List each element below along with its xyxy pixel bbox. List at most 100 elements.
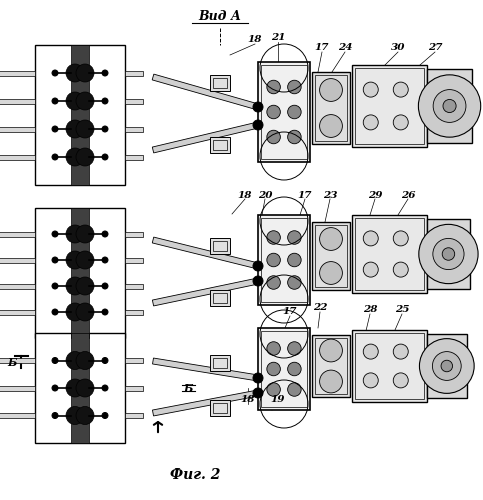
Bar bbox=[213, 241, 227, 251]
Bar bbox=[355, 218, 424, 290]
Bar bbox=[35, 333, 125, 443]
Bar bbox=[427, 334, 467, 398]
Text: 29: 29 bbox=[368, 190, 382, 200]
Circle shape bbox=[288, 105, 301, 119]
Bar bbox=[0, 413, 35, 418]
Text: 21: 21 bbox=[271, 34, 285, 42]
Circle shape bbox=[320, 262, 342, 284]
Circle shape bbox=[102, 309, 108, 315]
Text: Б: Б bbox=[7, 356, 17, 368]
Bar bbox=[210, 75, 230, 91]
Circle shape bbox=[52, 309, 58, 315]
Bar bbox=[125, 386, 143, 390]
Circle shape bbox=[267, 130, 280, 144]
Bar bbox=[35, 208, 125, 338]
Bar bbox=[355, 333, 424, 399]
Bar bbox=[35, 45, 125, 185]
Bar bbox=[427, 69, 472, 143]
Circle shape bbox=[253, 261, 263, 271]
Circle shape bbox=[320, 228, 342, 250]
Circle shape bbox=[76, 277, 94, 295]
Circle shape bbox=[253, 120, 263, 130]
Circle shape bbox=[288, 130, 301, 144]
Circle shape bbox=[363, 373, 378, 388]
Circle shape bbox=[288, 276, 301, 289]
Bar bbox=[125, 154, 143, 160]
Circle shape bbox=[267, 80, 280, 94]
Text: 23: 23 bbox=[323, 190, 337, 200]
Circle shape bbox=[442, 248, 455, 260]
Circle shape bbox=[253, 102, 263, 112]
Text: 19: 19 bbox=[271, 396, 285, 404]
Circle shape bbox=[52, 98, 58, 104]
Circle shape bbox=[76, 120, 94, 138]
Circle shape bbox=[52, 154, 58, 160]
Bar bbox=[261, 65, 307, 159]
Circle shape bbox=[76, 303, 94, 321]
Circle shape bbox=[102, 231, 108, 237]
Circle shape bbox=[320, 78, 342, 102]
Bar bbox=[210, 137, 230, 153]
Text: 17: 17 bbox=[298, 190, 312, 200]
Circle shape bbox=[76, 406, 94, 424]
Text: 26: 26 bbox=[401, 190, 415, 200]
Circle shape bbox=[267, 362, 280, 376]
Circle shape bbox=[288, 80, 301, 94]
Circle shape bbox=[76, 64, 94, 82]
Circle shape bbox=[253, 276, 263, 286]
Text: 17: 17 bbox=[315, 44, 329, 52]
Bar bbox=[213, 140, 227, 150]
Circle shape bbox=[441, 360, 453, 372]
Bar bbox=[71, 208, 89, 338]
Text: 18: 18 bbox=[238, 190, 252, 200]
Text: 18: 18 bbox=[248, 36, 262, 44]
Text: 24: 24 bbox=[338, 44, 352, 52]
Circle shape bbox=[393, 231, 408, 246]
Circle shape bbox=[52, 283, 58, 289]
Circle shape bbox=[288, 342, 301, 355]
Circle shape bbox=[443, 100, 456, 112]
Bar bbox=[315, 75, 347, 141]
Bar bbox=[0, 358, 35, 363]
Circle shape bbox=[52, 126, 58, 132]
Circle shape bbox=[320, 114, 342, 138]
Circle shape bbox=[102, 257, 108, 263]
Circle shape bbox=[66, 406, 84, 424]
Bar bbox=[261, 218, 307, 302]
Circle shape bbox=[419, 338, 474, 394]
Circle shape bbox=[102, 412, 108, 418]
Polygon shape bbox=[152, 278, 258, 306]
Text: Вид А: Вид А bbox=[199, 10, 242, 24]
Circle shape bbox=[52, 70, 58, 76]
Bar bbox=[210, 400, 230, 416]
Circle shape bbox=[320, 370, 342, 393]
Text: 30: 30 bbox=[391, 44, 405, 52]
Circle shape bbox=[320, 339, 342, 362]
Bar bbox=[213, 403, 227, 413]
Bar bbox=[0, 258, 35, 262]
Bar bbox=[71, 333, 89, 443]
Circle shape bbox=[102, 98, 108, 104]
Bar bbox=[125, 98, 143, 103]
Circle shape bbox=[76, 251, 94, 269]
Circle shape bbox=[66, 64, 84, 82]
Circle shape bbox=[288, 253, 301, 267]
Circle shape bbox=[267, 382, 280, 396]
Bar bbox=[312, 72, 350, 144]
Circle shape bbox=[76, 379, 94, 397]
Bar bbox=[0, 98, 35, 103]
Circle shape bbox=[288, 362, 301, 376]
Circle shape bbox=[288, 382, 301, 396]
Circle shape bbox=[363, 344, 378, 359]
Polygon shape bbox=[153, 358, 258, 381]
Bar bbox=[261, 331, 307, 407]
Bar bbox=[352, 330, 427, 402]
Bar bbox=[315, 225, 347, 287]
Bar bbox=[258, 62, 310, 162]
Bar bbox=[312, 335, 350, 397]
Bar bbox=[125, 70, 143, 76]
Circle shape bbox=[66, 303, 84, 321]
Bar bbox=[352, 215, 427, 293]
Bar bbox=[125, 413, 143, 418]
Circle shape bbox=[288, 230, 301, 244]
